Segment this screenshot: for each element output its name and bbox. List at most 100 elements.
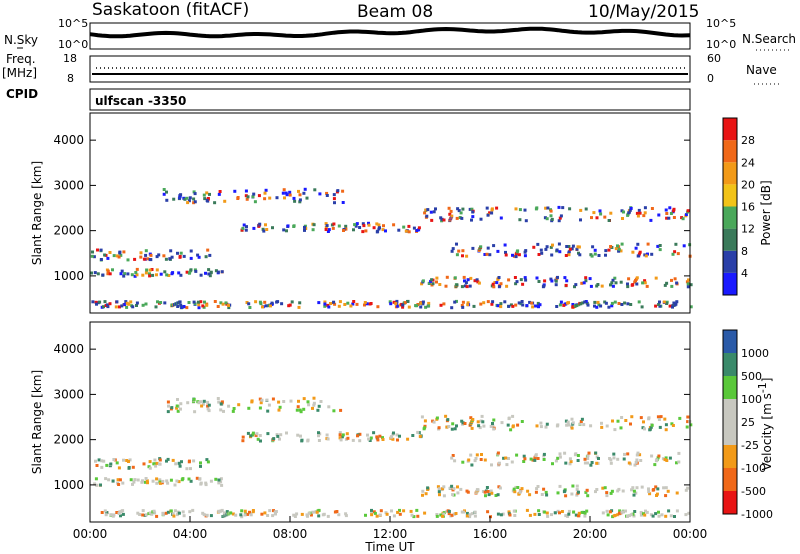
scatter-cell bbox=[650, 454, 654, 458]
scatter-cell bbox=[664, 428, 668, 432]
scatter-cell bbox=[576, 514, 580, 518]
scatter-cell bbox=[534, 453, 538, 457]
scatter-cell bbox=[157, 253, 161, 257]
scatter-cell bbox=[192, 300, 196, 304]
scatter-cell bbox=[499, 305, 503, 309]
scatter-cell bbox=[323, 300, 327, 304]
scatter-cell bbox=[626, 452, 630, 456]
scatter-cell bbox=[435, 276, 439, 280]
scatter-cell bbox=[338, 433, 342, 437]
scatter-cell bbox=[375, 222, 379, 226]
scatter-cell bbox=[609, 491, 613, 495]
scatter-cell bbox=[202, 513, 206, 517]
scatter-cell bbox=[358, 439, 362, 443]
scatter-cell bbox=[106, 269, 110, 273]
y-tick-label: 2000 bbox=[53, 224, 84, 238]
scatter-cell bbox=[522, 460, 526, 463]
scatter-cell bbox=[650, 423, 654, 427]
scatter-cell bbox=[447, 509, 451, 513]
colorbar-segment bbox=[723, 422, 737, 445]
scatter-cell bbox=[507, 304, 511, 308]
scatter-cell bbox=[513, 276, 517, 279]
scatter-cell bbox=[539, 248, 543, 252]
scatter-cell bbox=[640, 305, 644, 309]
scatter-cell bbox=[163, 301, 167, 305]
scatter-cell bbox=[555, 248, 559, 252]
scatter-cell bbox=[282, 400, 286, 403]
scatter-cell bbox=[302, 191, 306, 195]
scatter-cell bbox=[600, 421, 603, 425]
scatter-cell bbox=[144, 477, 148, 480]
scatter-cell bbox=[233, 189, 237, 193]
scatter-cell bbox=[382, 224, 385, 228]
scatter-cell bbox=[551, 462, 554, 466]
scatter-cell bbox=[621, 510, 625, 514]
scatter-cell bbox=[545, 217, 549, 221]
scatter-cell bbox=[388, 300, 392, 304]
scatter-cell bbox=[545, 493, 549, 497]
velocity-colorbar-label-exp: -1 bbox=[756, 382, 769, 393]
scatter-cell bbox=[461, 207, 465, 211]
scatter-cell bbox=[354, 224, 358, 228]
scatter-cell bbox=[449, 209, 453, 213]
scatter-cell bbox=[478, 426, 482, 430]
scatter-cell bbox=[355, 222, 359, 226]
scatter-cell bbox=[188, 510, 192, 514]
scatter-cell bbox=[104, 513, 108, 517]
scatter-cell bbox=[499, 302, 503, 306]
scatter-cell bbox=[583, 457, 587, 461]
scatter-cell bbox=[419, 305, 423, 309]
scatter-cell bbox=[475, 453, 479, 457]
scatter-cell bbox=[469, 453, 473, 457]
scatter-cell bbox=[461, 254, 464, 258]
scatter-cell bbox=[392, 431, 395, 435]
scatter-cell bbox=[583, 461, 587, 465]
scatter-cell bbox=[519, 302, 523, 306]
scatter-cell bbox=[208, 274, 212, 278]
scatter-cell bbox=[225, 510, 229, 514]
scatter-cell bbox=[288, 190, 292, 194]
scatter-cell bbox=[651, 514, 655, 518]
scatter-cell bbox=[444, 414, 448, 418]
scatter-cell bbox=[450, 484, 454, 488]
noise-trace bbox=[89, 26, 691, 39]
scatter-cell bbox=[626, 282, 629, 286]
scatter-cell bbox=[668, 304, 672, 308]
scatter-cell bbox=[610, 304, 614, 308]
scatter-cell bbox=[196, 253, 200, 257]
scatter-cell bbox=[571, 484, 575, 488]
scatter-cell bbox=[394, 302, 398, 306]
scatter-cell bbox=[176, 409, 180, 413]
velocity-scatter-cells bbox=[93, 396, 693, 519]
scatter-cell bbox=[424, 492, 428, 496]
scatter-cell bbox=[624, 419, 628, 422]
scatter-cell bbox=[605, 509, 609, 513]
scatter-cell bbox=[486, 510, 490, 514]
scatter-cell bbox=[570, 247, 574, 251]
scatter-cell bbox=[121, 481, 125, 485]
scatter-cell bbox=[423, 419, 427, 423]
scatter-cell bbox=[172, 514, 176, 518]
scatter-cell bbox=[645, 510, 649, 514]
scatter-cell bbox=[176, 305, 180, 308]
scatter-cell bbox=[175, 513, 179, 517]
scatter-cell bbox=[206, 460, 210, 464]
scatter-cell bbox=[563, 276, 567, 280]
scatter-cell bbox=[344, 512, 348, 516]
scatter-cell bbox=[197, 303, 201, 307]
scatter-cell bbox=[249, 513, 253, 517]
scatter-cell bbox=[476, 488, 480, 492]
scatter-cell bbox=[506, 423, 510, 427]
scatter-cell bbox=[466, 514, 469, 518]
scatter-cell bbox=[410, 513, 414, 517]
scatter-cell bbox=[418, 434, 422, 438]
scatter-cell bbox=[381, 436, 384, 440]
scatter-cell bbox=[220, 400, 224, 404]
scatter-cell bbox=[105, 303, 109, 307]
colorbar-tick-label: 500 bbox=[741, 370, 762, 383]
scatter-cell bbox=[519, 278, 523, 282]
scatter-cell bbox=[560, 510, 564, 513]
scatter-cell bbox=[595, 488, 599, 491]
scatter-cell bbox=[647, 416, 651, 420]
scatter-cell bbox=[613, 276, 617, 280]
